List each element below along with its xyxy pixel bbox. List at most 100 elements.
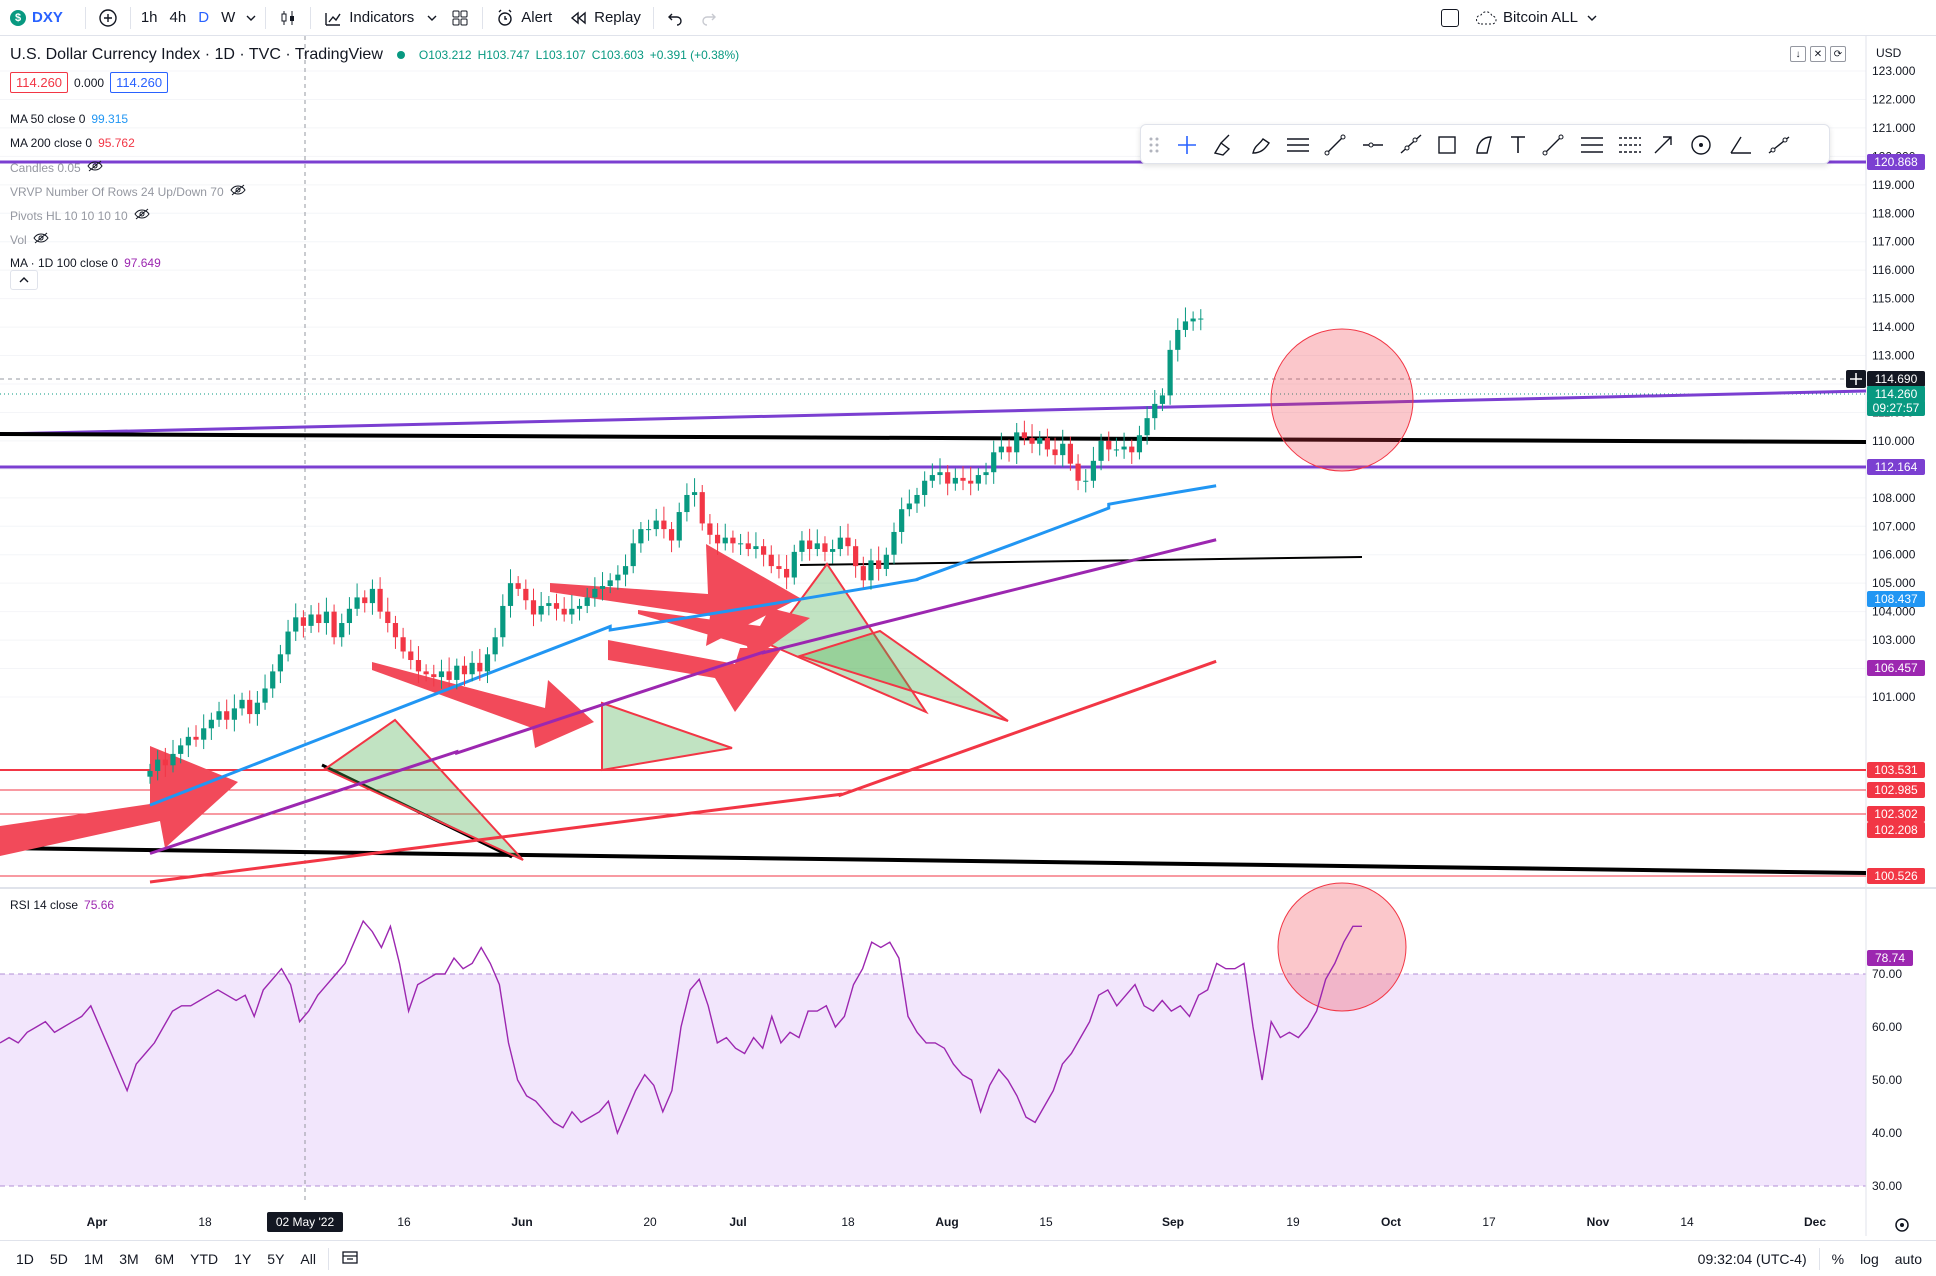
sell-price-button[interactable]: 114.260 [10,72,69,93]
time-axis-label: Apr [87,1215,108,1229]
indicator-legend-row[interactable]: MA · 1D 100 close 0 97.649 [10,256,161,270]
candle [423,664,429,682]
redo-button[interactable] [692,0,726,36]
range-button-1d[interactable]: 1D [16,1250,34,1267]
range-button-6m[interactable]: 6M [154,1250,175,1267]
highlighter-tool-icon[interactable] [1213,134,1231,156]
time-axis-label: 18 [841,1215,855,1229]
ma200-line [149,659,1217,884]
templates-button[interactable] [442,0,478,36]
extended-line-icon[interactable] [1400,134,1422,154]
layout-name-button[interactable]: Bitcoin ALL [1467,0,1606,36]
symbol-search[interactable]: $ DXY [0,0,71,36]
interval-1h[interactable]: 1h [140,9,158,26]
time-axis-label: 17 [1482,1215,1496,1229]
path-tool-icon[interactable] [1476,136,1492,154]
indicator-legend-value: 97.649 [124,256,161,270]
maximize-icon[interactable]: ⟳ [1830,46,1846,62]
drag-handle-icon[interactable] [1149,137,1159,153]
path-points-icon[interactable] [1542,134,1564,156]
log-scale-button[interactable]: log [1860,1250,1879,1267]
candle [914,487,920,513]
clock-time[interactable]: 09:32:04 (UTC-4) [1697,1250,1807,1267]
angle-tool-icon[interactable] [1730,136,1751,154]
eye-crossed-icon[interactable] [87,160,103,175]
eye-crossed-icon[interactable] [33,232,49,247]
range-button-1y[interactable]: 1Y [234,1250,252,1267]
trend-line-icon[interactable] [1324,134,1346,156]
candle [400,627,406,659]
percent-scale-button[interactable]: % [1831,1250,1845,1267]
eye-crossed-icon[interactable] [230,184,246,199]
range-button-all[interactable]: All [300,1250,316,1267]
crosshair-tool-icon[interactable] [1178,136,1196,154]
candle [975,467,981,491]
indicator-legend-row[interactable]: Pivots HL 10 10 10 10 [10,208,150,223]
eye-crossed-icon[interactable] [134,208,150,223]
fib-retracement-icon[interactable] [1581,137,1603,153]
indicator-legend-row[interactable]: VRVP Number Of Rows 24 Up/Down 70 [10,184,246,199]
range-button-1m[interactable]: 1M [83,1250,104,1267]
buy-price-button[interactable]: 114.260 [110,72,169,93]
price-tick-label: 121.000 [1872,121,1916,135]
indicator-legend-row[interactable]: Vol [10,232,49,247]
indicators-button[interactable]: Indicators [315,0,422,36]
price-axis-label: 106.457 [1867,660,1925,676]
undo-button[interactable] [658,0,692,36]
candle [1083,469,1089,493]
candle [316,602,322,633]
circle-tool-icon[interactable] [1691,135,1711,155]
chart-type-button[interactable] [270,0,306,36]
brush-tool-icon[interactable] [1252,138,1270,154]
indicator-legend-value: 99.315 [91,112,129,126]
fib-channel-icon[interactable] [1619,137,1641,153]
candle [1014,422,1020,464]
price-tick-label: 101.000 [1872,690,1916,704]
chart-canvas[interactable]: 123.000122.000121.000120.000119.000118.0… [0,36,1936,1236]
candle [714,523,721,556]
range-button-3m[interactable]: 3M [119,1250,139,1267]
indicator-legend-row[interactable]: Candles 0.05 [10,160,103,175]
measure-tool-icon[interactable] [1768,136,1790,154]
indicators-dropdown[interactable] [422,0,442,36]
rsi-tick-label: 40.00 [1872,1126,1902,1140]
range-button-5d[interactable]: 5D [49,1250,68,1267]
horizontal-ray-icon[interactable] [1363,142,1383,148]
candle [277,644,283,684]
interval-4h[interactable]: 4h [169,9,187,26]
close-icon[interactable]: ✕ [1810,46,1826,62]
interval-dropdown[interactable] [241,0,261,36]
candle [676,502,682,548]
arrow-tool-icon[interactable] [1654,136,1672,154]
candle [538,592,544,622]
interval-d[interactable]: D [198,9,210,26]
crosshair-plus-button[interactable] [1846,370,1866,388]
indicator-legend-row[interactable]: MA 50 close 0 99.315 [10,112,128,126]
candle [293,603,299,641]
settings-gear-icon[interactable] [1895,1218,1909,1232]
candle [201,714,207,750]
range-button-5y[interactable]: 5Y [267,1250,285,1267]
interval-w[interactable]: W [221,9,236,26]
currency-label[interactable]: USD [1876,46,1902,60]
rectangle-tool-icon[interactable] [1438,136,1456,154]
collapse-legend-button[interactable] [10,270,38,290]
text-tool-icon[interactable] [1511,136,1525,153]
indicator-legend-name: VRVP Number Of Rows 24 Up/Down 70 [10,184,224,199]
range-button-ytd[interactable]: YTD [190,1250,219,1267]
scroll-down-icon[interactable]: ↓ [1790,46,1806,62]
chart-area[interactable]: 123.000122.000121.000120.000119.000118.0… [0,36,1936,1236]
highlight-circle-price [1270,328,1414,472]
ohlc-high: H103.747 [477,48,530,62]
replay-button[interactable]: Replay [560,0,649,36]
alert-button[interactable]: Alert [487,0,560,36]
compare-symbol-button[interactable] [90,0,126,36]
candle [454,658,460,690]
auto-scale-button[interactable]: auto [1894,1250,1922,1267]
date-range-button[interactable] [333,1249,367,1268]
layout-select-checkbox[interactable] [1433,0,1467,36]
parallel-channel-icon[interactable] [1287,138,1309,152]
indicator-legend-row[interactable]: MA 200 close 0 95.762 [10,136,135,150]
candle [576,598,583,621]
candle [162,747,168,777]
